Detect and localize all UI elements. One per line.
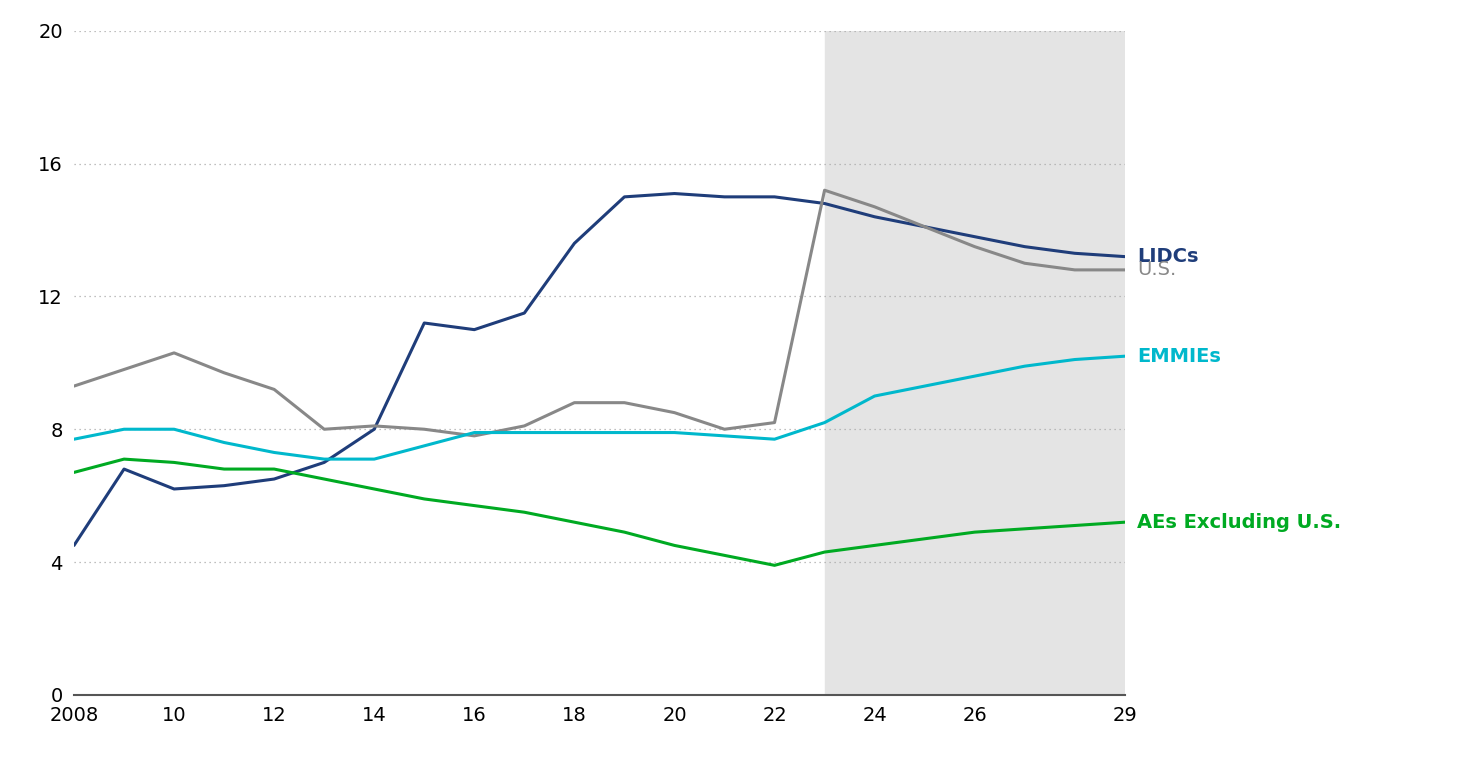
Text: U.S.: U.S. [1137, 260, 1177, 279]
Text: AEs Excluding U.S.: AEs Excluding U.S. [1137, 513, 1341, 532]
Text: LIDCs: LIDCs [1137, 247, 1199, 266]
Text: EMMIEs: EMMIEs [1137, 347, 1221, 366]
Bar [824, 31, 1125, 695]
